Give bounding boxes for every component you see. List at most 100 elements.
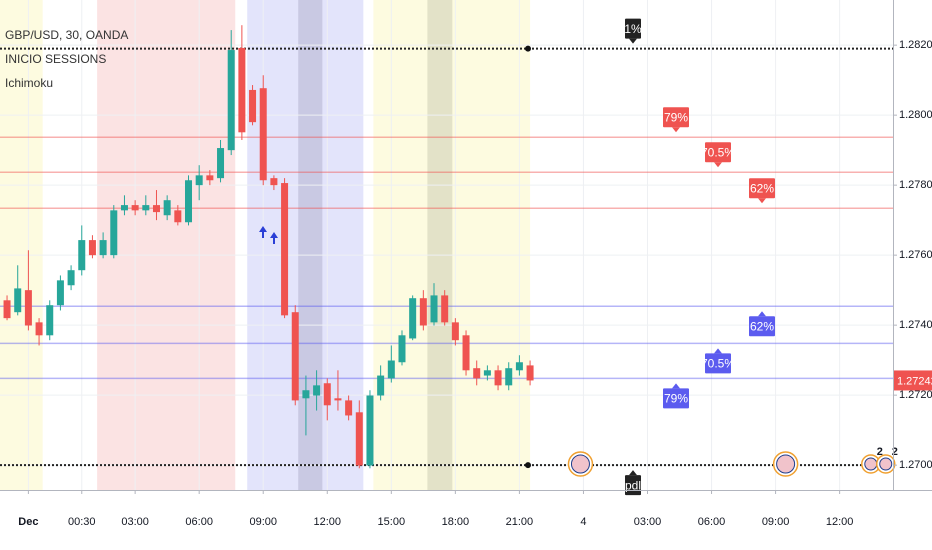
x-tick-label: 21:00: [506, 516, 534, 528]
x-tick-label: 12:00: [314, 516, 342, 528]
candle-body: [174, 210, 182, 223]
level-label: pdl: [625, 478, 641, 492]
candle-body: [334, 398, 342, 401]
y-tick-label: 1.27000: [899, 459, 932, 471]
candle-body: [355, 412, 363, 466]
x-tick-label: 09:00: [249, 516, 277, 528]
x-tick-label: 03:00: [121, 516, 149, 528]
candle-body: [526, 365, 534, 381]
level-label-pointer: [629, 38, 637, 44]
level-label: 70.5%: [701, 357, 735, 371]
level-label: 1%: [624, 22, 642, 36]
candle-body: [99, 240, 107, 256]
level-label: 62%: [750, 319, 774, 333]
event-count: 2: [892, 446, 898, 458]
candle-body: [483, 370, 491, 376]
y-tick-label: 1.27800: [899, 179, 932, 191]
candles-layer: [3, 25, 534, 469]
candle-body: [313, 385, 321, 396]
candle-body: [398, 335, 406, 363]
candle-body: [67, 270, 75, 286]
x-tick-label: 4: [580, 516, 586, 528]
axes-layer: 1.28200 1.28000 1.27800 1.27600 1.27400 1.272…: [18, 39, 932, 528]
candle-body: [515, 362, 523, 371]
candle-body: [3, 300, 11, 319]
x-tick-label: 18:00: [442, 516, 470, 528]
event-flag-inner: [864, 457, 878, 471]
chart-title: GBP/USD, 30, OANDA: [5, 28, 128, 42]
session-band: [427, 0, 453, 490]
level-label-pointer: [758, 198, 766, 204]
session-band: [97, 0, 236, 490]
level-label-box: [663, 388, 689, 409]
candle-body: [377, 375, 385, 396]
y-tick-label: 1.27200: [899, 389, 932, 401]
candle-body: [120, 205, 128, 211]
candle-body: [281, 183, 289, 316]
candle-body: [259, 88, 267, 181]
event-flag-inner: [879, 457, 893, 471]
candle-body: [185, 180, 193, 223]
sessions-layer: [0, 0, 531, 490]
event-flag: [567, 451, 594, 477]
candle-body: [131, 205, 139, 211]
level-label: 79%: [664, 110, 688, 124]
x-tick-label: 06:00: [185, 516, 213, 528]
levels-layer: [0, 45, 893, 469]
candle-body: [227, 50, 235, 151]
candle-body: [419, 298, 427, 326]
candle-body: [387, 360, 395, 379]
x-tick-label: 09:00: [762, 516, 790, 528]
candle-body: [270, 178, 278, 186]
candle-body: [366, 395, 374, 466]
x-tick-label: 06:00: [698, 516, 726, 528]
candle-body: [24, 290, 32, 326]
candle-body: [323, 383, 331, 406]
candle-body: [441, 295, 449, 323]
y-tick-label: 1.27400: [899, 319, 932, 331]
indicator-name: Ichimoku: [5, 76, 53, 90]
candle-body: [462, 335, 470, 371]
level-label-box: [705, 142, 731, 163]
event-flag: [772, 451, 799, 477]
labels-layer: 1% 79% 70.5% 62% 62% 70.5% 79% pdl 2 2: [567, 18, 898, 496]
candle-body: [291, 312, 299, 401]
x-tick-label: 03:00: [634, 516, 662, 528]
candle-body: [14, 288, 22, 313]
candle-body: [163, 200, 171, 216]
y-tick-label: 1.27600: [899, 249, 932, 261]
candle-body: [238, 47, 246, 133]
candle-body: [409, 298, 417, 339]
x-tick-label: 00:30: [68, 516, 96, 528]
level-label-box: [663, 107, 689, 128]
candle-body: [473, 368, 481, 379]
candle-body: [249, 89, 257, 123]
candle-body: [56, 280, 64, 306]
candle-body: [505, 368, 513, 386]
level-label-pointer: [758, 311, 766, 317]
level-label-pointer: [714, 162, 722, 168]
candle-body: [302, 390, 310, 399]
y-tick-label: 1.28000: [899, 109, 932, 121]
candle-body: [35, 322, 43, 336]
candle-body: [78, 240, 86, 271]
level-label-box: [625, 18, 641, 39]
level-label-box: [749, 178, 775, 199]
candle-body: [88, 240, 96, 256]
candle-body: [217, 148, 225, 179]
event-flag-inner: [776, 454, 796, 474]
candle-body: [206, 175, 214, 181]
level-label: 62%: [750, 181, 774, 195]
grid-layer: [0, 0, 893, 490]
candle-body: [345, 400, 353, 416]
level-label-pointer: [629, 470, 637, 476]
candle-body: [430, 295, 438, 323]
event-count: 2: [877, 446, 883, 458]
session-band: [298, 0, 323, 490]
level-anchor: [525, 45, 531, 52]
y-tick-label: 1.28200: [899, 39, 932, 51]
x-tick-label: Dec: [18, 516, 38, 528]
x-tick-label: 12:00: [826, 516, 854, 528]
event-flag-inner: [570, 454, 590, 474]
